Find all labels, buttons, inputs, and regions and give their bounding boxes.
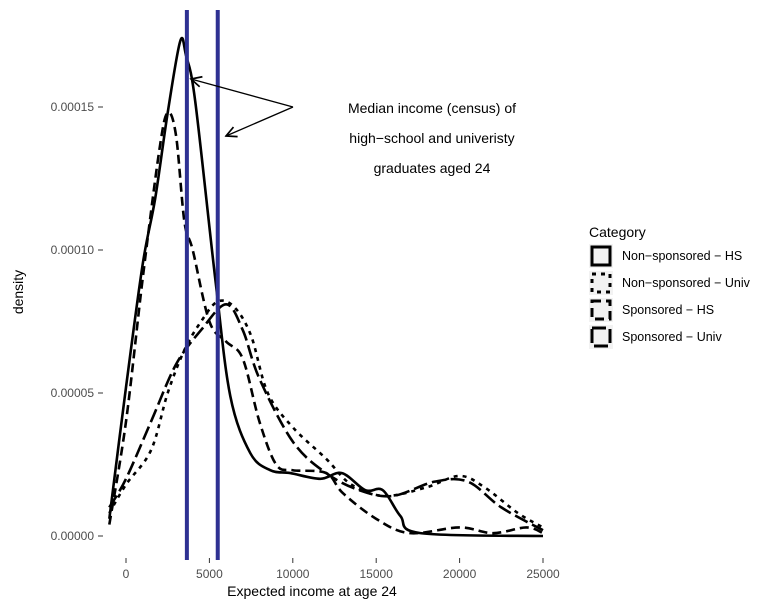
- x-tick-label: 20000: [443, 567, 477, 581]
- legend-label: Sponsored − HS: [622, 303, 714, 317]
- legend-item: Non−sponsored − Univ: [589, 271, 751, 295]
- legend-key-swatch: [590, 326, 612, 348]
- series-line-1: [108, 299, 544, 529]
- y-axis: 0.00000 0.00005 0.00010 0.00015: [51, 100, 103, 543]
- x-tick-label: 10000: [276, 567, 310, 581]
- x-axis: 0 5000 10000 15000 20000 25000: [123, 558, 560, 581]
- x-axis-title: Expected income at age 24: [227, 583, 397, 599]
- legend-key-swatch: [590, 272, 612, 294]
- annotation-arrow-hs: [191, 79, 294, 108]
- legend-item: Sponsored − Univ: [589, 325, 722, 349]
- legend-key-swatch: [590, 299, 612, 321]
- series-line-3: [108, 303, 544, 532]
- legend-label: Non−sponsored − Univ: [622, 276, 751, 290]
- x-tick-label: 5000: [196, 567, 223, 581]
- y-tick-label: 0.00010: [51, 243, 95, 257]
- legend: Category Non−sponsored − HS Non−sponsored…: [589, 224, 751, 349]
- y-tick-label: 0.00015: [51, 100, 95, 114]
- y-axis-title: density: [10, 270, 26, 314]
- x-tick-label: 15000: [360, 567, 394, 581]
- legend-key-swatch: [590, 245, 612, 267]
- series-line-0: [108, 36, 544, 538]
- legend-label: Sponsored − Univ: [622, 330, 722, 344]
- y-tick-label: 0.00005: [51, 386, 95, 400]
- annotation-line-3: graduates aged 24: [374, 160, 491, 176]
- annotation-line-1: Median income (census) of: [348, 100, 516, 116]
- series-line-2: [108, 110, 544, 535]
- annotation: Median income (census) of high−school an…: [191, 79, 516, 176]
- x-tick-label: 25000: [526, 567, 560, 581]
- median-lines: [184, 10, 220, 560]
- x-tick-label: 0: [123, 567, 130, 581]
- y-tick-label: 0.00000: [51, 529, 95, 543]
- series-lines: [108, 36, 544, 538]
- annotation-arrow-univ: [226, 106, 294, 136]
- annotation-line-2: high−school and univeristy: [349, 130, 514, 146]
- legend-label: Non−sponsored − HS: [622, 249, 742, 263]
- legend-item: Non−sponsored − HS: [589, 244, 742, 268]
- legend-item: Sponsored − HS: [589, 298, 714, 322]
- legend-title: Category: [589, 224, 646, 240]
